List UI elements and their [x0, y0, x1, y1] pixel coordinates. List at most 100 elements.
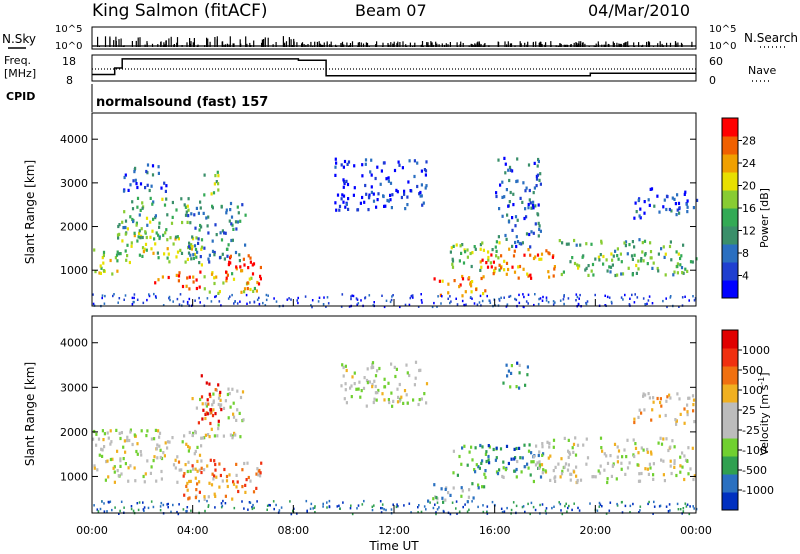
count-bar [192, 42, 194, 47]
heatmap-cell [484, 289, 487, 293]
heatmap-cell [127, 466, 130, 470]
heatmap-cell [341, 193, 344, 197]
heatmap-cell [187, 251, 191, 255]
heatmap-cell [508, 178, 511, 183]
heatmap-cell [466, 510, 469, 513]
heatmap-cell [340, 197, 343, 201]
colorbar-swatch [722, 366, 738, 385]
heatmap-cell [359, 201, 362, 205]
heatmap-cell [425, 401, 428, 405]
heatmap-cell [447, 491, 450, 495]
heatmap-cell [178, 271, 181, 275]
count-bar [296, 42, 298, 47]
heatmap-cell [108, 501, 110, 504]
heatmap-cell [193, 244, 197, 248]
count-bar [146, 43, 148, 47]
heatmap-cell [456, 303, 459, 306]
heatmap-cell [134, 178, 137, 182]
heatmap-cell [228, 260, 231, 264]
heatmap-cell [447, 282, 450, 286]
heatmap-cell [590, 269, 593, 273]
heatmap-cell [326, 506, 328, 509]
count-bar [214, 37, 216, 47]
heatmap-cell [154, 281, 157, 285]
heatmap-cell [159, 455, 162, 460]
colorbar-tick-label: 4 [742, 270, 749, 283]
x-tick-label: 12:00 [378, 524, 410, 537]
x-tick-label: 20:00 [579, 524, 611, 537]
heatmap-cell [342, 165, 345, 169]
count-bar [109, 36, 111, 47]
heatmap-cell [659, 397, 662, 401]
heatmap-cell [241, 203, 244, 207]
heatmap-cell [121, 239, 124, 243]
heatmap-cell [102, 250, 106, 254]
heatmap-cell [647, 392, 650, 396]
heatmap-cell [406, 195, 409, 199]
heatmap-cell [467, 495, 470, 499]
heatmap-cell [512, 203, 515, 207]
heatmap-cell [150, 247, 153, 251]
heatmap-cell [157, 233, 160, 237]
heatmap-cell [200, 225, 203, 229]
heatmap-cell [523, 443, 526, 447]
heatmap-cell [673, 445, 676, 449]
heatmap-cell [447, 297, 449, 300]
heatmap-cell [157, 165, 160, 169]
heatmap-cell [487, 255, 490, 260]
heatmap-cell [510, 508, 513, 512]
heatmap-cell [164, 231, 167, 235]
heatmap-cell [421, 203, 424, 207]
count-bar [392, 43, 394, 47]
heatmap-cell [612, 462, 615, 466]
heatmap-cell [554, 479, 557, 483]
count-bar [137, 37, 139, 47]
heatmap-cell [253, 300, 256, 303]
heatmap-cell [549, 478, 552, 482]
heatmap-cell [390, 508, 393, 511]
heatmap-cell [273, 297, 275, 300]
heatmap-cell [682, 510, 685, 513]
heatmap-cell [436, 305, 438, 308]
heatmap-cell [671, 439, 674, 443]
time-xlabel: Time UT [368, 539, 419, 553]
heatmap-cell [633, 216, 636, 220]
heatmap-cell [160, 186, 163, 190]
heatmap-cell [144, 230, 147, 234]
heatmap-cell [559, 475, 562, 479]
heatmap-cell [440, 487, 443, 491]
count-bar [595, 43, 597, 47]
heatmap-cell [671, 196, 674, 200]
heatmap-cell [649, 256, 652, 260]
heatmap-cell [527, 449, 531, 453]
count-bar [624, 42, 626, 47]
heatmap-cell [566, 468, 570, 472]
count-bar [165, 40, 167, 47]
heatmap-cell [172, 463, 176, 467]
heatmap-cell [387, 381, 390, 385]
heatmap-cell [383, 398, 386, 402]
count-bar [387, 43, 389, 47]
heatmap-cell [569, 478, 572, 482]
heatmap-cell [433, 301, 435, 305]
heatmap-cell [578, 264, 581, 268]
heatmap-cell [249, 256, 252, 260]
heatmap-cell [680, 266, 684, 270]
heatmap-cell [252, 503, 254, 507]
heatmap-cell [495, 446, 498, 450]
heatmap-cell [617, 257, 620, 261]
heatmap-cell [503, 156, 506, 160]
heatmap-cell [140, 453, 143, 457]
heatmap-cell [183, 493, 186, 497]
count-bar [326, 43, 328, 47]
heatmap-cell [152, 217, 155, 221]
heatmap-cell [500, 254, 503, 258]
heatmap-cell [504, 171, 507, 175]
heatmap-cell [692, 398, 696, 402]
heatmap-cell [168, 440, 171, 444]
heatmap-cell [362, 386, 366, 390]
heatmap-cell [620, 467, 623, 471]
heatmap-cell [516, 179, 519, 183]
colorbar-tick-label: 20 [742, 180, 756, 193]
